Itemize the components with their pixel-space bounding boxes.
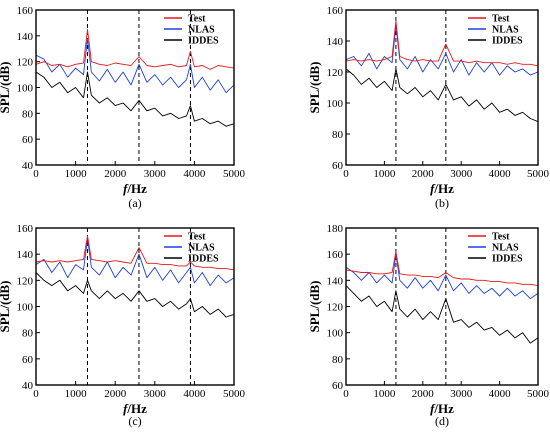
series-line-test <box>345 251 539 287</box>
series-line-iddes <box>345 285 539 344</box>
y-tick-label: 60 <box>22 354 34 366</box>
x-axis-label: f/Hz <box>430 181 454 196</box>
x-tick-label: 3000 <box>450 168 473 180</box>
legend-label-nlas: NLAS <box>492 243 519 254</box>
series-line-iddes <box>35 272 235 318</box>
y-tick-label: 100 <box>327 98 344 110</box>
y-tick-label: 40 <box>22 380 34 392</box>
legend-label-iddes: IDDES <box>188 254 219 265</box>
legend-label-test: Test <box>492 232 510 243</box>
series-line-nlas <box>345 25 539 76</box>
x-tick-label: 5000 <box>223 168 246 180</box>
legend-label-test: Test <box>188 232 206 243</box>
x-tick-label: 0 <box>33 168 39 180</box>
legend-label-nlas: NLAS <box>188 25 215 36</box>
x-tick-label: 5000 <box>527 168 550 180</box>
legend-label-iddes: IDDES <box>188 36 219 47</box>
y-tick-label: 80 <box>332 354 344 366</box>
series-line-iddes <box>345 68 539 123</box>
x-tick-label: 2000 <box>412 388 435 400</box>
y-tick-label: 140 <box>17 249 34 261</box>
y-tick-label: 120 <box>327 302 344 314</box>
x-tick-label: 2000 <box>412 168 435 180</box>
series-line-nlas <box>35 238 235 287</box>
legend-label-test: Test <box>188 14 206 25</box>
legend-label-nlas: NLAS <box>188 243 215 254</box>
series-line-nlas <box>35 37 235 94</box>
x-tick-label: 1000 <box>65 388 88 400</box>
y-tick-label: 80 <box>22 108 34 120</box>
x-tick-label: 0 <box>343 388 349 400</box>
x-axis-label: f/Hz <box>123 401 147 416</box>
panel-label: (a) <box>128 196 141 210</box>
legend-label-iddes: IDDES <box>492 254 523 265</box>
x-tick-label: 5000 <box>223 388 246 400</box>
panel-1: 0 1000 2000 3000 4000 5000 40 60 80 100 120 140 160 f… <box>0 5 246 210</box>
x-tick-label: 4000 <box>183 168 206 180</box>
x-tick-label: 3000 <box>144 388 167 400</box>
x-tick-label: 1000 <box>373 168 396 180</box>
series-line-nlas <box>345 253 539 300</box>
x-tick-label: 2000 <box>104 388 127 400</box>
series-line-test <box>35 28 235 70</box>
x-tick-label: 5000 <box>527 388 550 400</box>
panel-label: (c) <box>128 414 141 428</box>
x-tick-label: 4000 <box>489 388 512 400</box>
x-axis-label: f/Hz <box>430 401 454 416</box>
panel-label: (b) <box>435 196 449 210</box>
x-tick-label: 2000 <box>104 168 127 180</box>
series-line-iddes <box>35 71 235 127</box>
x-tick-label: 4000 <box>183 388 206 400</box>
y-tick-label: 160 <box>327 5 344 17</box>
y-tick-label: 80 <box>22 328 34 340</box>
y-tick-label: 140 <box>327 275 344 287</box>
y-axis-label: SPL/(dB) <box>307 61 322 113</box>
y-axis-label: SPL/(dB) <box>0 61 12 113</box>
y-tick-label: 120 <box>327 67 344 79</box>
y-axis-label: SPL/(dB) <box>0 280 12 332</box>
x-tick-label: 1000 <box>65 168 88 180</box>
y-tick-label: 100 <box>17 83 34 95</box>
legend-label-test: Test <box>492 14 510 25</box>
y-tick-label: 120 <box>17 275 34 287</box>
x-axis-label: f/Hz <box>123 181 147 196</box>
legend-label-nlas: NLAS <box>492 25 519 36</box>
y-tick-label: 40 <box>22 160 34 172</box>
plot-frame <box>345 9 539 166</box>
x-tick-label: 0 <box>33 388 39 400</box>
series-line-test <box>345 20 539 67</box>
legend-label-iddes: IDDES <box>492 36 523 47</box>
y-tick-label: 160 <box>17 5 34 17</box>
series-line-test <box>35 235 235 271</box>
panel-2: 0 1000 2000 3000 4000 5000 60 80 100 120 140 160 f/H… <box>307 5 550 210</box>
y-tick-label: 80 <box>332 129 344 141</box>
y-tick-label: 120 <box>17 57 34 69</box>
y-tick-label: 60 <box>332 380 344 392</box>
y-tick-label: 100 <box>327 328 344 340</box>
y-tick-label: 60 <box>22 134 34 146</box>
y-tick-label: 160 <box>327 249 344 261</box>
x-tick-label: 0 <box>343 168 349 180</box>
x-tick-label: 3000 <box>450 388 473 400</box>
y-tick-label: 60 <box>332 160 344 172</box>
y-tick-label: 140 <box>327 36 344 48</box>
x-tick-label: 1000 <box>373 388 396 400</box>
panel-4: 0 1000 2000 3000 4000 5000 60 80 100 120 140 160 180… <box>307 223 550 428</box>
panel-label: (d) <box>435 414 449 428</box>
x-tick-label: 3000 <box>144 168 167 180</box>
y-tick-label: 140 <box>17 31 34 43</box>
y-axis-label: SPL/(dB) <box>307 280 322 332</box>
y-tick-label: 160 <box>17 223 34 235</box>
y-tick-label: 100 <box>17 302 34 314</box>
panel-3: 0 1000 2000 3000 4000 5000 40 60 80 100 120 140 160 f… <box>0 223 246 428</box>
y-tick-label: 180 <box>327 223 344 235</box>
x-tick-label: 4000 <box>489 168 512 180</box>
